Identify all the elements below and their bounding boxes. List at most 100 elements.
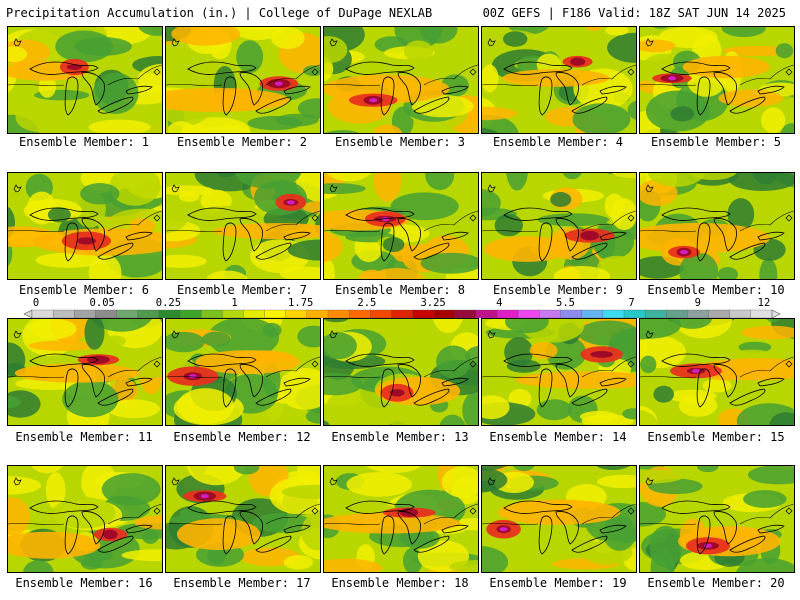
member-map-panel <box>7 172 163 280</box>
member-map-panel <box>639 26 795 134</box>
colorbar-tick-label: 7 <box>628 297 634 309</box>
colorbar-segment <box>729 309 752 319</box>
colorbar-segment <box>158 309 181 319</box>
member-label: Ensemble Member: 4 <box>492 135 624 149</box>
great-lakes-outline <box>640 477 794 555</box>
colorbar-segment <box>31 309 54 319</box>
member-map-panel <box>7 26 163 134</box>
colorbar-segment <box>687 309 710 319</box>
precip-field-map <box>640 319 794 425</box>
member-label: Ensemble Member: 13 <box>331 430 469 444</box>
colorbar-tick-label: 1.75 <box>288 297 313 309</box>
member-map-panel <box>323 26 479 134</box>
colorbar-segment <box>433 309 456 319</box>
member-label: Ensemble Member: 10 <box>647 283 785 297</box>
member-label: Ensemble Member: 5 <box>650 135 782 149</box>
member-map-panel <box>323 318 479 426</box>
precip-field-map <box>8 173 162 279</box>
member-label: Ensemble Member: 3 <box>334 135 466 149</box>
colorbar-segment <box>666 309 688 319</box>
colorbar-segment <box>602 309 625 319</box>
colorbar-segment <box>116 309 139 319</box>
precip-field-map <box>8 319 162 425</box>
colorbar-tick-label: 2.5 <box>357 297 376 309</box>
great-lakes-outline <box>482 184 636 262</box>
member-map-panel <box>7 318 163 426</box>
colorbar-segment <box>179 309 202 319</box>
precip-field-map <box>166 319 320 425</box>
colorbar-tick-label: 0.25 <box>156 297 181 309</box>
member-label: Ensemble Member: 2 <box>176 135 308 149</box>
member-label: Ensemble Member: 19 <box>489 576 627 590</box>
great-lakes-outline <box>8 38 162 116</box>
colorbar-segment <box>560 309 583 319</box>
great-lakes-outline <box>166 477 320 555</box>
member-label: Ensemble Member: 14 <box>489 430 627 444</box>
colorbar-segment <box>708 309 731 319</box>
colorbar-segment <box>496 309 519 319</box>
member-map-panel <box>165 172 321 280</box>
great-lakes-outline <box>166 184 320 262</box>
precip-field-map <box>166 173 320 279</box>
precip-colorbar: 0 0.05 0.25 1 1.75 2.5 3.25 4 5.5 7 9 12 <box>23 297 781 319</box>
great-lakes-outline <box>324 477 478 555</box>
chart-title: Precipitation Accumulation (in.) | Colle… <box>6 6 433 20</box>
precip-field-map <box>324 173 478 279</box>
colorbar-tick-label: 0 <box>33 297 39 309</box>
member-map-panel <box>481 465 637 573</box>
member-map-panel <box>7 465 163 573</box>
member-map-panel <box>165 26 321 134</box>
colorbar-segment <box>137 309 160 319</box>
precip-field-map <box>166 466 320 572</box>
colorbar-segment <box>74 309 96 319</box>
colorbar-segment <box>306 309 329 319</box>
member-map-panel <box>481 26 637 134</box>
colorbar-tick-label: 5.5 <box>556 297 575 309</box>
colorbar-segment <box>348 309 371 319</box>
precip-field-map <box>324 27 478 133</box>
precip-field-map <box>482 466 636 572</box>
great-lakes-outline <box>166 38 320 116</box>
member-label: Ensemble Member: 7 <box>176 283 308 297</box>
precip-field-map <box>640 466 794 572</box>
colorbar-segment <box>222 309 244 319</box>
member-label: Ensemble Member: 11 <box>15 430 153 444</box>
member-label: Ensemble Member: 17 <box>173 576 311 590</box>
precip-field-map <box>640 27 794 133</box>
colorbar-segment <box>243 309 266 319</box>
member-map-panel <box>481 172 637 280</box>
colorbar-segment <box>644 309 667 319</box>
member-label: Ensemble Member: 12 <box>173 430 311 444</box>
colorbar-tick-label: 3.25 <box>420 297 445 309</box>
great-lakes-outline <box>324 38 478 116</box>
great-lakes-outline <box>324 184 478 262</box>
member-map-panel <box>639 318 795 426</box>
member-map-panel <box>481 318 637 426</box>
precip-field-map <box>166 27 320 133</box>
member-map-panel <box>323 465 479 573</box>
great-lakes-outline <box>482 330 636 408</box>
colorbar-segment <box>264 309 287 319</box>
colorbar-tick-label: 1 <box>231 297 237 309</box>
member-map-panel <box>165 318 321 426</box>
colorbar-segment <box>412 309 435 319</box>
colorbar-segment <box>200 309 223 319</box>
member-map-panel <box>323 172 479 280</box>
great-lakes-outline <box>324 330 478 408</box>
colorbar-tick-label: 9 <box>695 297 701 309</box>
colorbar-segment <box>327 309 350 319</box>
colorbar-segment <box>518 309 540 319</box>
precip-field-map <box>324 466 478 572</box>
member-map-panel <box>639 465 795 573</box>
great-lakes-outline <box>482 38 636 116</box>
member-label: Ensemble Member: 8 <box>334 283 466 297</box>
precip-field-map <box>482 173 636 279</box>
colorbar-segment <box>52 309 75 319</box>
colorbar-segment <box>95 309 118 319</box>
precip-field-map <box>482 27 636 133</box>
great-lakes-outline <box>8 477 162 555</box>
great-lakes-outline <box>166 330 320 408</box>
colorbar-segment <box>539 309 562 319</box>
great-lakes-outline <box>8 330 162 408</box>
colorbar-tick-label: 4 <box>496 297 502 309</box>
